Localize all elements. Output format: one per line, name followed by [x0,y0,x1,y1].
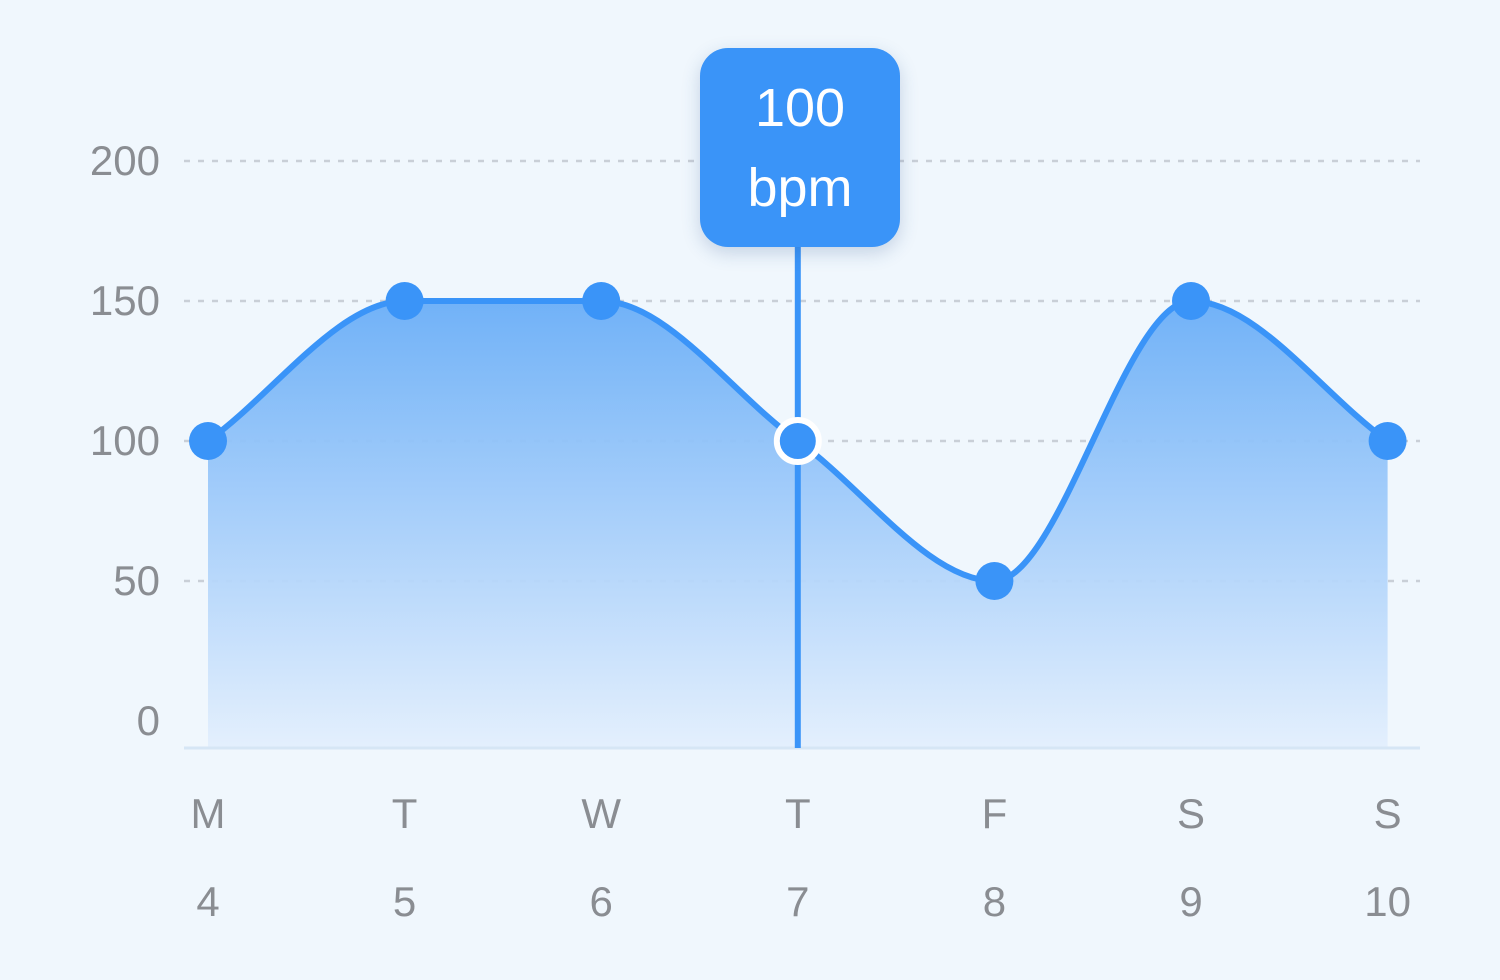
x-tick-date-label: 10 [1364,878,1411,925]
data-point[interactable] [1172,282,1210,320]
data-point[interactable] [1368,422,1407,460]
x-tick-date-label: 5 [393,878,416,925]
x-tick-date-label: 4 [196,878,219,925]
x-tick-day-label: S [1374,790,1402,837]
data-point[interactable] [189,422,227,460]
tooltip-unit: bpm [747,157,853,218]
x-tick-day-label: T [785,790,811,837]
data-point[interactable] [582,282,621,320]
x-tick-day-label: S [1177,790,1205,837]
y-tick-label: 50 [113,557,160,604]
y-tick-label: 100 [90,417,160,464]
x-tick-labels: M T W T F S S 4 5 6 7 8 9 10 [191,790,1411,925]
x-tick-day-label: W [581,790,621,837]
x-tick-date-label: 7 [786,878,809,925]
data-point-selected[interactable] [773,417,822,465]
data-point[interactable] [975,562,1014,600]
y-tick-label: 200 [90,137,160,184]
data-points[interactable] [189,282,1407,600]
x-tick-date-label: 6 [590,878,613,925]
x-tick-date-label: 9 [1179,878,1202,925]
data-point[interactable] [385,282,424,320]
x-tick-day-label: M [191,790,226,837]
x-tick-day-label: T [392,790,418,837]
tooltip-value: 100 [754,77,846,138]
value-tooltip: 100 bpm [700,48,900,247]
y-tick-labels: 0 50 100 150 200 [90,137,160,744]
y-tick-label: 150 [90,277,160,324]
x-tick-day-label: F [982,790,1008,837]
x-tick-date-label: 8 [983,878,1006,925]
y-tick-label: 0 [137,697,160,744]
